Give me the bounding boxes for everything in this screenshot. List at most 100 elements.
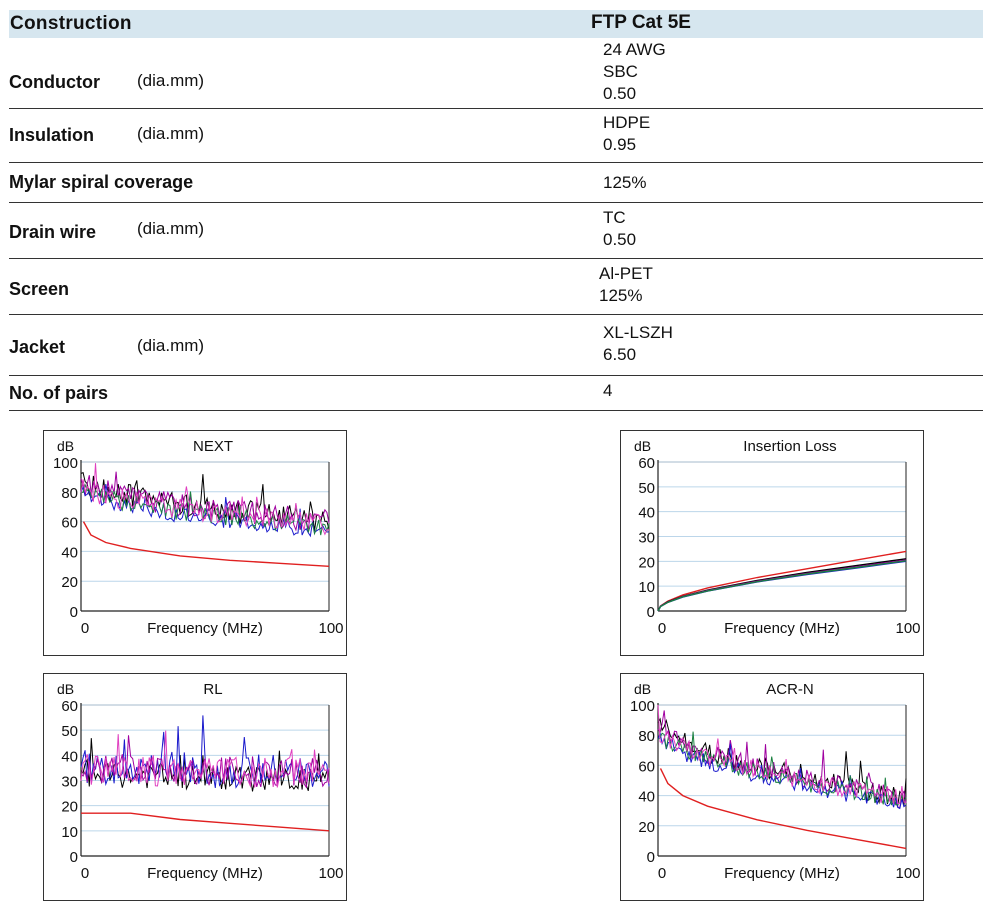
x-tick-label: 100 bbox=[895, 865, 920, 882]
x-axis-label: Frequency (MHz) bbox=[147, 865, 263, 882]
chart-svg: 0 20 40 60 80 100 0 100 Frequency (MHz) dB NEXT bbox=[53, 438, 344, 637]
chart-next: 0 20 40 60 80 100 0 100 Frequency (MHz) dB NEXT bbox=[43, 430, 347, 656]
y-tick-label: 60 bbox=[61, 698, 78, 715]
row-label: Conductor bbox=[9, 72, 100, 92]
x-tick-label: 100 bbox=[895, 620, 920, 637]
y-tick-label: 60 bbox=[638, 455, 655, 472]
row-label: No. of pairs bbox=[9, 383, 109, 403]
y-tick-label: 20 bbox=[638, 819, 655, 836]
x-axis-label: Frequency (MHz) bbox=[724, 620, 840, 637]
table-header: Construction FTP Cat 5E bbox=[9, 10, 983, 38]
value-line: 4 bbox=[603, 381, 613, 400]
series-line bbox=[657, 550, 907, 612]
x-axis-label: Frequency (MHz) bbox=[724, 865, 840, 882]
y-tick-label: 60 bbox=[638, 758, 655, 775]
row-label: Screen bbox=[9, 279, 70, 299]
y-tick-label: 30 bbox=[61, 774, 78, 791]
row-unit: (dia.mm) bbox=[137, 336, 205, 355]
y-tick-label: 40 bbox=[638, 789, 655, 806]
y-axis-label: dB bbox=[57, 438, 74, 454]
series-line bbox=[80, 463, 330, 536]
value-line: SBC bbox=[603, 62, 638, 81]
y-tick-label: 50 bbox=[61, 723, 78, 740]
y-axis-label: dB bbox=[634, 681, 651, 697]
y-tick-label: 40 bbox=[61, 748, 78, 765]
value-line: HDPE bbox=[603, 113, 651, 132]
series-line bbox=[80, 735, 330, 789]
value-line: 6.50 bbox=[603, 345, 637, 364]
series-line bbox=[657, 732, 907, 810]
value-line: TC bbox=[603, 208, 626, 227]
row-value: 24 AWG SBC 0.50 bbox=[603, 39, 666, 105]
value-line: 0.50 bbox=[603, 84, 637, 103]
row-insulation: Insulation (dia.mm) HDPE 0.95 bbox=[9, 109, 983, 163]
chart-insertion-loss: 0 10 20 30 40 50 60 0 100 Frequency (MHz) dB Insert… bbox=[620, 430, 924, 656]
y-axis-label: dB bbox=[57, 681, 74, 697]
x-tick-label: 0 bbox=[81, 620, 89, 637]
x-tick-label: 0 bbox=[81, 865, 89, 882]
value-line: XL-LSZH bbox=[603, 323, 673, 342]
series-line bbox=[659, 768, 907, 850]
series-line bbox=[80, 715, 330, 789]
series-line bbox=[657, 704, 907, 805]
row-screen: Screen Al-PET 125% bbox=[9, 259, 983, 315]
x-tick-label: 0 bbox=[658, 865, 666, 882]
row-value: Al-PET 125% bbox=[599, 263, 653, 307]
row-unit: (dia.mm) bbox=[137, 124, 205, 143]
chart-title: NEXT bbox=[193, 438, 233, 455]
value-line: 24 AWG bbox=[603, 40, 666, 59]
y-tick-label: 40 bbox=[61, 544, 78, 561]
value-line: Al-PET bbox=[599, 264, 653, 283]
y-tick-label: 0 bbox=[647, 604, 655, 621]
chart-rl: 0 10 20 30 40 50 60 0 100 Frequency (MHz) dB RL bbox=[43, 673, 347, 901]
row-label: Drain wire bbox=[9, 222, 97, 242]
chart-title: RL bbox=[203, 681, 222, 698]
row-label: Insulation bbox=[9, 125, 94, 145]
value-line: 0.50 bbox=[603, 230, 637, 249]
y-tick-label: 40 bbox=[638, 505, 655, 522]
chart-svg: 0 20 40 60 80 100 0 100 Frequency (MHz) dB ACR-N bbox=[630, 681, 921, 882]
y-tick-label: 80 bbox=[61, 485, 78, 502]
chart-acr-n: 0 20 40 60 80 100 0 100 Frequency (MHz) dB ACR-N bbox=[620, 673, 924, 901]
y-tick-label: 0 bbox=[70, 604, 78, 621]
chart-svg: 0 10 20 30 40 50 60 0 100 Frequency (MHz) dB RL bbox=[57, 681, 344, 882]
header-product: FTP Cat 5E bbox=[591, 12, 691, 33]
row-value: XL-LSZH 6.50 bbox=[603, 322, 673, 366]
row-jacket: Jacket (dia.mm) XL-LSZH 6.50 bbox=[9, 315, 983, 376]
x-axis-label: Frequency (MHz) bbox=[147, 620, 263, 637]
chart-title: Insertion Loss bbox=[743, 438, 836, 455]
y-tick-label: 100 bbox=[53, 455, 78, 472]
y-axis-label: dB bbox=[634, 438, 651, 454]
x-tick-label: 100 bbox=[318, 865, 343, 882]
series-line bbox=[80, 472, 330, 532]
y-tick-label: 20 bbox=[61, 574, 78, 591]
y-tick-label: 30 bbox=[638, 530, 655, 547]
row-unit: (dia.mm) bbox=[137, 219, 205, 238]
series-line bbox=[80, 730, 330, 789]
row-conductor: Conductor (dia.mm) 24 AWG SBC 0.50 bbox=[9, 38, 983, 109]
y-tick-label: 20 bbox=[638, 554, 655, 571]
value-line: 0.95 bbox=[603, 135, 637, 154]
header-construction: Construction bbox=[10, 13, 132, 34]
y-tick-label: 50 bbox=[638, 480, 655, 497]
row-label: Jacket bbox=[9, 337, 66, 357]
y-tick-label: 60 bbox=[61, 515, 78, 532]
row-label: Mylar spiral coverage bbox=[9, 172, 194, 192]
row-value: HDPE 0.95 bbox=[603, 112, 650, 156]
value-line: 125% bbox=[603, 173, 647, 192]
y-tick-label: 80 bbox=[638, 728, 655, 745]
y-tick-label: 10 bbox=[638, 579, 655, 596]
row-drain-wire: Drain wire (dia.mm) TC 0.50 bbox=[9, 203, 983, 259]
series-line bbox=[80, 483, 330, 536]
y-tick-label: 0 bbox=[70, 849, 78, 866]
y-tick-label: 0 bbox=[647, 849, 655, 866]
y-tick-label: 20 bbox=[61, 799, 78, 816]
row-unit: (dia.mm) bbox=[137, 71, 205, 90]
series-line bbox=[81, 812, 330, 832]
row-value: 4 bbox=[603, 380, 612, 402]
chart-title: ACR-N bbox=[766, 681, 814, 698]
y-tick-label: 10 bbox=[61, 824, 78, 841]
row-mylar: Mylar spiral coverage 125% bbox=[9, 163, 983, 203]
series-line bbox=[657, 559, 907, 612]
row-pairs: No. of pairs 4 bbox=[9, 376, 983, 411]
